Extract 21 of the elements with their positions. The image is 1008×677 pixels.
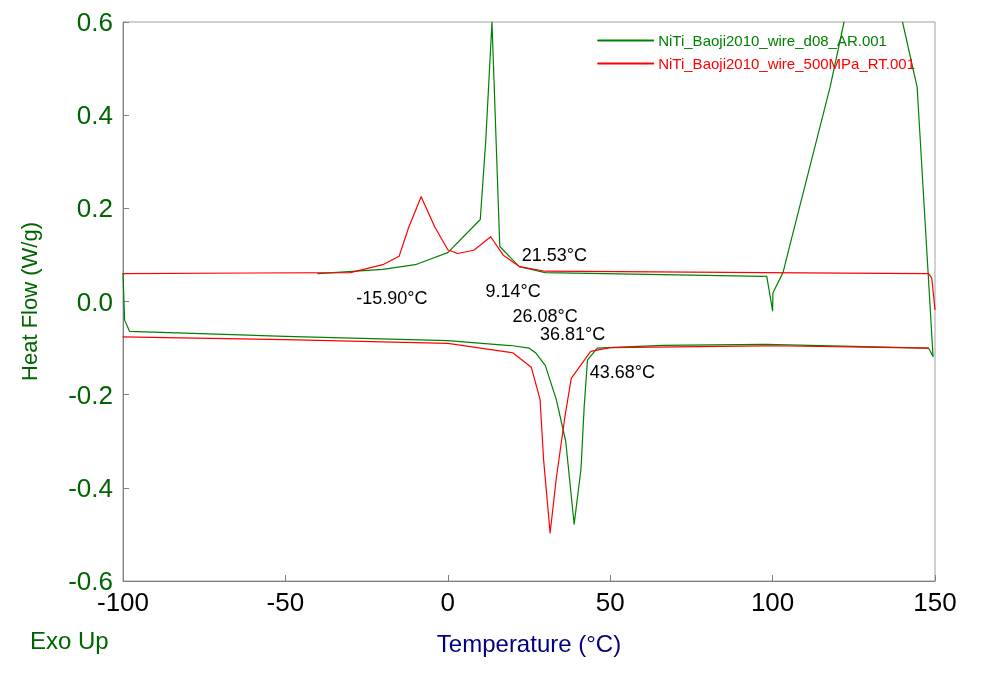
y-tick-label: 0.0 <box>76 286 113 317</box>
line-series <box>122 196 936 311</box>
annotation: -15.90°C <box>356 288 428 309</box>
x-tick-label: 0 <box>440 587 456 617</box>
annotation: 36.81°C <box>540 324 606 344</box>
x-tick-label: -50 <box>266 587 305 617</box>
y-tick-label: 0.6 <box>76 7 113 37</box>
annotation: 21.53°C <box>521 244 587 265</box>
annotation: 9.14°C <box>485 280 541 301</box>
x-axis-title: Temperature (°C) <box>436 629 622 657</box>
annotation: 26.08°C <box>512 305 578 326</box>
x-tick-label: 50 <box>595 587 625 617</box>
y-axis-title: Heat Flow (W/g) <box>16 222 42 381</box>
y-tick-label: -0.4 <box>68 472 113 503</box>
y-tick-label: -0.2 <box>68 379 113 410</box>
text: Exo Up <box>30 626 109 654</box>
y-tick-label: 0.2 <box>76 193 113 224</box>
y-tick-label: 0.4 <box>76 100 113 131</box>
x-tick-label: 150 <box>913 587 957 617</box>
x-tick-label: 100 <box>750 587 795 617</box>
annotation: 43.68°C <box>589 362 655 383</box>
